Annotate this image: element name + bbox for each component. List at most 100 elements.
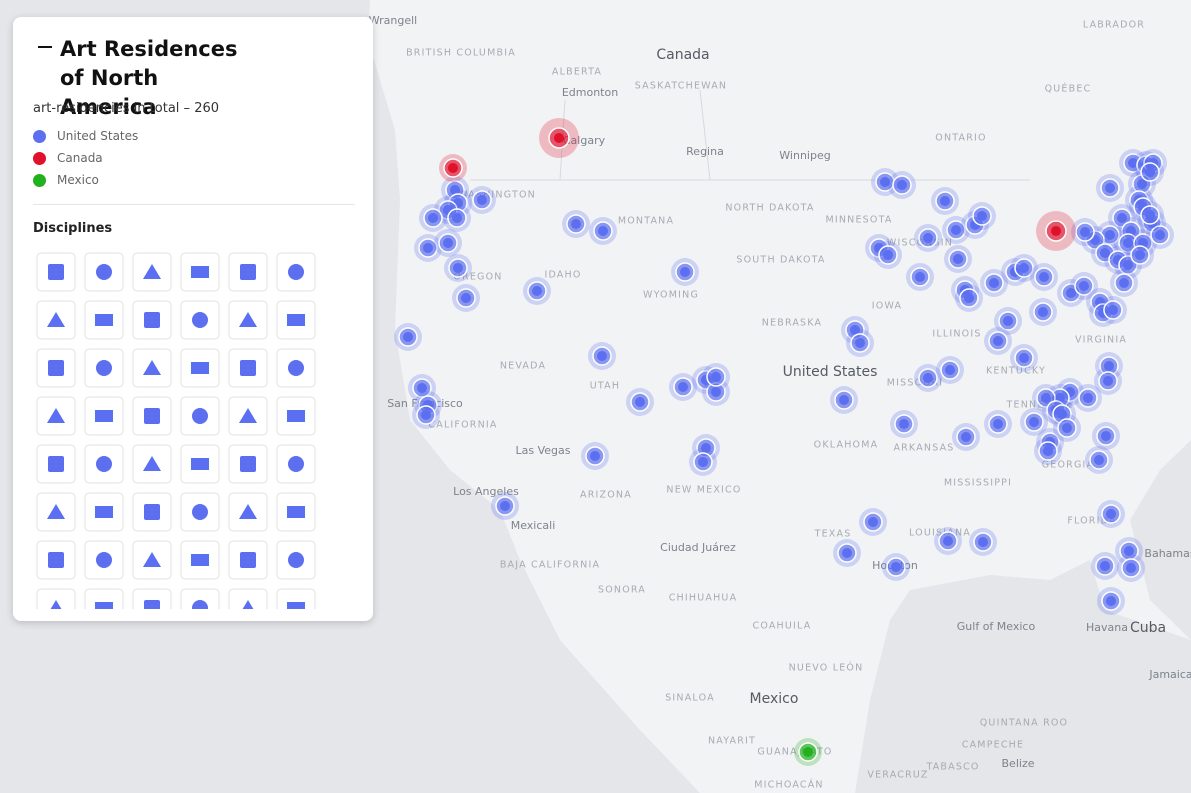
residence-marker[interactable] <box>1020 408 1048 436</box>
residence-marker[interactable] <box>830 386 858 414</box>
discipline-icon[interactable] <box>132 540 172 580</box>
residence-marker[interactable] <box>1146 221 1174 249</box>
residence-marker[interactable] <box>994 307 1022 335</box>
discipline-icon[interactable] <box>36 492 76 532</box>
discipline-icon[interactable] <box>180 588 220 609</box>
residence-marker[interactable] <box>523 277 551 305</box>
residence-marker[interactable] <box>589 217 617 245</box>
discipline-icon[interactable] <box>84 348 124 388</box>
discipline-icon[interactable] <box>228 492 268 532</box>
residence-marker[interactable] <box>443 204 471 232</box>
residence-marker[interactable] <box>1034 437 1062 465</box>
residence-marker[interactable] <box>1136 158 1164 186</box>
residence-marker[interactable] <box>1094 367 1122 395</box>
residence-marker[interactable] <box>859 508 887 536</box>
residence-marker[interactable] <box>1074 384 1102 412</box>
discipline-icon[interactable] <box>276 540 316 580</box>
residence-marker[interactable] <box>1029 298 1057 326</box>
residence-marker[interactable] <box>702 378 730 406</box>
discipline-icon[interactable] <box>228 348 268 388</box>
discipline-icon[interactable] <box>36 300 76 340</box>
residence-marker[interactable] <box>539 118 579 158</box>
residence-marker[interactable] <box>1071 218 1099 246</box>
residence-marker[interactable] <box>936 356 964 384</box>
residence-marker[interactable] <box>888 171 916 199</box>
discipline-icon[interactable] <box>180 492 220 532</box>
legend-item[interactable]: Mexico <box>33 173 99 187</box>
residence-marker[interactable] <box>408 374 436 402</box>
discipline-icon[interactable] <box>132 444 172 484</box>
discipline-icon[interactable] <box>180 252 220 292</box>
residence-marker[interactable] <box>468 186 496 214</box>
discipline-icon[interactable] <box>84 492 124 532</box>
residence-marker[interactable] <box>412 401 440 429</box>
discipline-icon[interactable] <box>132 396 172 436</box>
residence-marker[interactable] <box>491 492 519 520</box>
residence-marker[interactable] <box>419 204 447 232</box>
discipline-icon[interactable] <box>84 300 124 340</box>
residence-marker[interactable] <box>1096 174 1124 202</box>
residence-marker[interactable] <box>882 553 910 581</box>
residence-marker[interactable] <box>1092 422 1120 450</box>
residence-marker[interactable] <box>906 263 934 291</box>
discipline-icon[interactable] <box>228 252 268 292</box>
residence-marker[interactable] <box>689 448 717 476</box>
residence-marker[interactable] <box>588 342 616 370</box>
residence-marker[interactable] <box>1085 446 1113 474</box>
residence-marker[interactable] <box>914 224 942 252</box>
residence-marker[interactable] <box>444 254 472 282</box>
discipline-icon[interactable] <box>36 540 76 580</box>
discipline-icon[interactable] <box>132 492 172 532</box>
residence-marker[interactable] <box>871 168 899 196</box>
discipline-icon[interactable] <box>180 396 220 436</box>
residence-marker[interactable] <box>581 442 609 470</box>
residence-marker[interactable] <box>874 241 902 269</box>
discipline-icon[interactable] <box>228 588 268 609</box>
discipline-icon[interactable] <box>180 348 220 388</box>
residence-marker[interactable] <box>934 527 962 555</box>
discipline-icon[interactable] <box>180 300 220 340</box>
residence-marker[interactable] <box>1110 269 1138 297</box>
residence-marker[interactable] <box>1136 201 1164 229</box>
residence-marker[interactable] <box>952 423 980 451</box>
discipline-icon[interactable] <box>276 588 316 609</box>
residence-marker[interactable] <box>1099 296 1127 324</box>
discipline-icon[interactable] <box>276 300 316 340</box>
discipline-icon[interactable] <box>36 444 76 484</box>
discipline-icon[interactable] <box>36 252 76 292</box>
residence-marker[interactable] <box>1030 263 1058 291</box>
residence-marker[interactable] <box>1091 239 1119 267</box>
residence-marker[interactable] <box>931 187 959 215</box>
discipline-icon[interactable] <box>180 444 220 484</box>
discipline-icon[interactable] <box>132 252 172 292</box>
residence-marker[interactable] <box>1036 211 1076 251</box>
legend-item[interactable]: United States <box>33 129 138 143</box>
residence-marker[interactable] <box>955 284 983 312</box>
residence-marker[interactable] <box>968 202 996 230</box>
discipline-icon[interactable] <box>84 588 124 609</box>
residence-marker[interactable] <box>984 410 1012 438</box>
discipline-icon[interactable] <box>84 396 124 436</box>
discipline-icon[interactable] <box>180 540 220 580</box>
residence-marker[interactable] <box>1053 414 1081 442</box>
discipline-icon[interactable] <box>228 444 268 484</box>
residence-marker[interactable] <box>671 258 699 286</box>
residence-marker[interactable] <box>626 388 654 416</box>
residence-marker[interactable] <box>394 323 422 351</box>
residence-marker[interactable] <box>833 539 861 567</box>
discipline-icon[interactable] <box>36 588 76 609</box>
residence-marker[interactable] <box>1010 344 1038 372</box>
residence-marker[interactable] <box>1091 552 1119 580</box>
residence-marker[interactable] <box>944 245 972 273</box>
residence-marker[interactable] <box>890 410 918 438</box>
discipline-icon[interactable] <box>132 300 172 340</box>
residence-marker[interactable] <box>942 216 970 244</box>
residence-marker[interactable] <box>794 738 822 766</box>
discipline-icon[interactable] <box>228 540 268 580</box>
residence-marker[interactable] <box>984 327 1012 355</box>
discipline-icon[interactable] <box>132 348 172 388</box>
residence-marker[interactable] <box>452 284 480 312</box>
discipline-icon[interactable] <box>276 396 316 436</box>
discipline-icon[interactable] <box>276 444 316 484</box>
residence-marker[interactable] <box>980 269 1008 297</box>
